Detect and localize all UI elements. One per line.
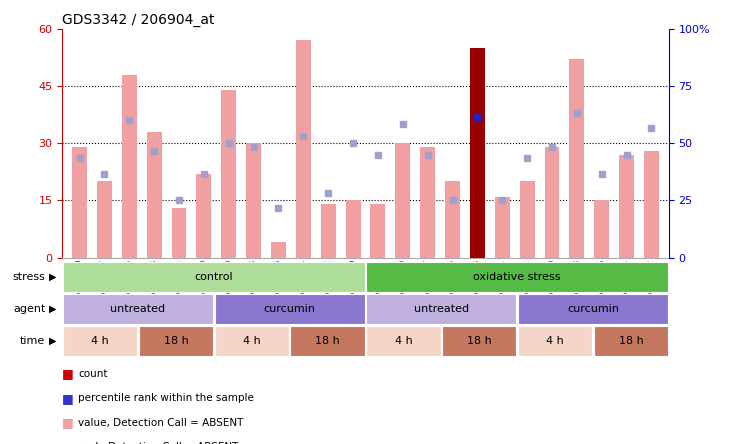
Bar — [395, 143, 410, 258]
Bar — [545, 147, 559, 258]
Text: ■: ■ — [62, 416, 74, 429]
Text: oxidative stress: oxidative stress — [474, 272, 561, 282]
Bar — [495, 197, 510, 258]
Bar — [122, 75, 137, 258]
Text: rank, Detection Call = ABSENT: rank, Detection Call = ABSENT — [78, 442, 238, 444]
Text: 4 h: 4 h — [546, 336, 564, 346]
Bar — [321, 204, 336, 258]
Bar — [221, 90, 236, 258]
Bar — [271, 242, 286, 258]
Text: 4 h: 4 h — [395, 336, 412, 346]
Bar — [569, 59, 584, 258]
Bar — [72, 147, 87, 258]
Text: GDS3342 / 206904_at: GDS3342 / 206904_at — [62, 13, 215, 28]
Text: time: time — [20, 336, 45, 346]
Text: value, Detection Call = ABSENT: value, Detection Call = ABSENT — [78, 418, 243, 428]
Text: 4 h: 4 h — [243, 336, 261, 346]
Text: 18 h: 18 h — [315, 336, 340, 346]
Text: ■: ■ — [62, 392, 74, 405]
Text: 18 h: 18 h — [164, 336, 189, 346]
Text: ■: ■ — [62, 367, 74, 381]
Text: curcumin: curcumin — [264, 304, 316, 314]
Text: stress: stress — [12, 272, 45, 282]
Bar — [246, 143, 261, 258]
Bar — [619, 155, 634, 258]
Bar — [147, 132, 162, 258]
Bar — [445, 181, 460, 258]
Bar — [346, 200, 360, 258]
Text: count: count — [78, 369, 107, 379]
Text: untreated: untreated — [110, 304, 165, 314]
Bar — [470, 48, 485, 258]
Bar — [371, 204, 385, 258]
Bar — [644, 151, 659, 258]
Text: untreated: untreated — [414, 304, 469, 314]
Bar — [97, 181, 112, 258]
Bar — [197, 174, 211, 258]
Text: ▶: ▶ — [49, 336, 56, 346]
Text: 18 h: 18 h — [467, 336, 492, 346]
Bar — [520, 181, 534, 258]
Bar — [296, 40, 311, 258]
Text: ■: ■ — [62, 440, 74, 444]
Text: control: control — [194, 272, 233, 282]
Bar — [420, 147, 435, 258]
Bar — [594, 200, 609, 258]
Text: ▶: ▶ — [49, 304, 56, 314]
Text: curcumin: curcumin — [567, 304, 619, 314]
Text: ▶: ▶ — [49, 272, 56, 282]
Text: 4 h: 4 h — [91, 336, 109, 346]
Text: 18 h: 18 h — [618, 336, 643, 346]
Text: agent: agent — [13, 304, 45, 314]
Text: percentile rank within the sample: percentile rank within the sample — [78, 393, 254, 403]
Bar — [172, 208, 186, 258]
